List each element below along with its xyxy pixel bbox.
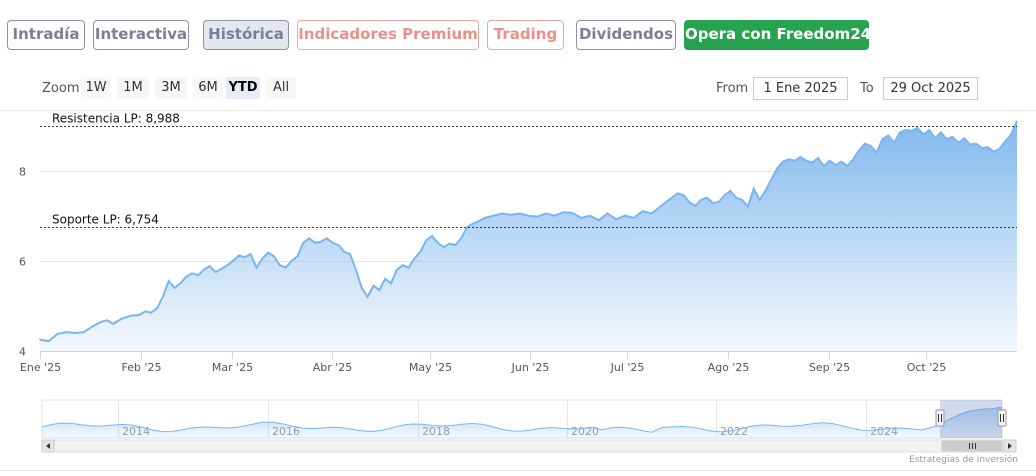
tab-intradia[interactable]: Intradía	[7, 20, 85, 50]
to-date-input[interactable]: 29 Oct 2025	[883, 77, 978, 100]
x-tick-label: Jul '25	[610, 361, 645, 374]
tab-interactiva[interactable]: Interactiva	[93, 20, 189, 50]
navigator-left-handle[interactable]	[935, 409, 945, 427]
price-area	[40, 121, 1017, 351]
zoom-button-all[interactable]: All	[266, 77, 296, 99]
x-tick-label: May '25	[409, 361, 452, 374]
x-tick-label: Feb '25	[122, 361, 162, 374]
navigator-line	[41, 406, 1003, 433]
scroll-left-icon	[46, 443, 50, 449]
resistance-label: Resistencia LP: 8,988	[52, 112, 180, 126]
x-tick-label: Jun '25	[511, 361, 550, 374]
tab-dividendos[interactable]: Dividendos	[576, 20, 676, 50]
tab-indicadores-premium[interactable]: Indicadores Premium	[297, 20, 479, 50]
x-tick-label: Sep '25	[809, 361, 850, 374]
tab-opera-freedom24[interactable]: Opera con Freedom24	[684, 20, 871, 50]
x-tick-label: Ene '25	[20, 361, 61, 374]
x-tick-label: Abr '25	[313, 361, 353, 374]
zoom-button-1m[interactable]: 1M	[117, 77, 149, 99]
navigator-area	[42, 407, 1002, 438]
zoom-button-ytd[interactable]: YTD	[226, 77, 260, 99]
x-tick-label: Oct '25	[907, 361, 947, 374]
zoom-button-1w[interactable]: 1W	[81, 77, 111, 99]
from-date-input[interactable]: 1 Ene 2025	[753, 77, 848, 100]
x-tick-label: Mar '25	[212, 361, 253, 374]
y-tick-label: 4	[19, 346, 26, 359]
from-label: From	[716, 81, 749, 96]
navigator-selection	[940, 400, 1002, 438]
tab-historica[interactable]: Histórica	[203, 20, 289, 50]
tab-trading[interactable]: Trading	[487, 20, 564, 50]
credits[interactable]: Estrategias de Inversión	[909, 455, 1018, 465]
x-tick-label: Ago '25	[708, 361, 750, 374]
price-line	[39, 120, 1018, 343]
scrollbar-track[interactable]	[41, 439, 1017, 453]
zoom-button-6m[interactable]: 6M	[193, 77, 223, 99]
zoom-button-3m[interactable]: 3M	[155, 77, 187, 99]
to-label: To	[860, 81, 874, 96]
navigator-right-handle[interactable]	[997, 409, 1007, 427]
y-tick-label: 6	[19, 256, 26, 269]
zoom-label: Zoom	[42, 81, 80, 96]
scroll-right-icon	[1008, 443, 1012, 449]
y-tick-label: 8	[19, 166, 26, 179]
support-label: Soporte LP: 6,754	[52, 213, 159, 227]
